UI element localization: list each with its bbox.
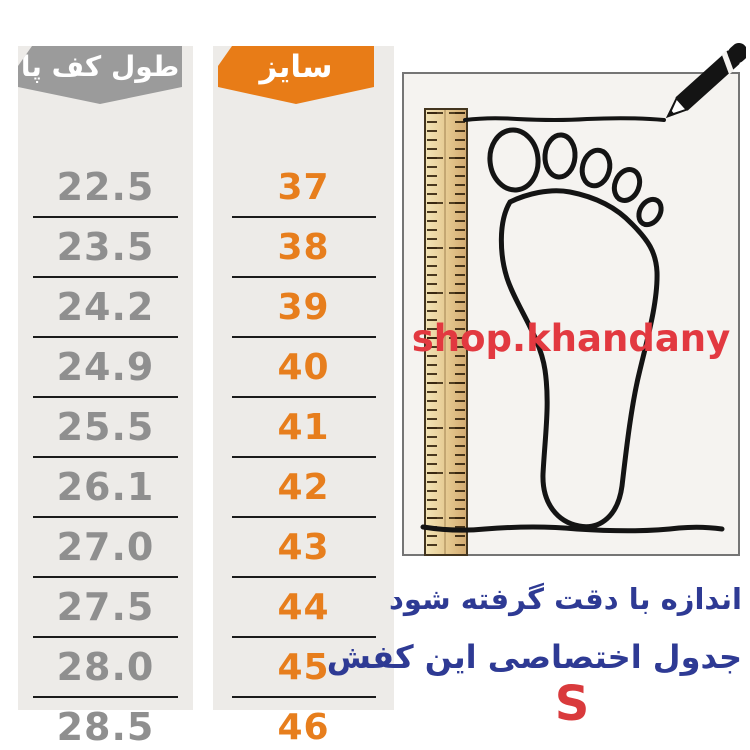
foot-length-value: 27.5 — [56, 585, 155, 629]
measure-line-bottom — [420, 524, 725, 534]
row-divider — [33, 276, 178, 278]
pencil-icon — [666, 43, 746, 118]
size-value: 37 — [277, 166, 330, 208]
row-divider — [33, 336, 178, 338]
foot-length-value: 22.5 — [56, 165, 155, 209]
foot-length-value: 25.5 — [56, 405, 155, 449]
row-divider — [231, 576, 376, 578]
size-value: 42 — [277, 466, 330, 508]
foot-length-value: 27.0 — [56, 525, 155, 569]
foot-length-column: طول کف پا 22.5 23.5 24.2 24.9 25.5 26.1 27.0 27… — [18, 46, 193, 749]
size-value: 40 — [277, 346, 330, 388]
measure-line-top — [463, 116, 666, 122]
size-value: 44 — [277, 586, 330, 628]
row-divider — [33, 576, 178, 578]
row-divider — [231, 636, 376, 638]
foot-length-value: 23.5 — [56, 225, 155, 269]
foot-length-values: 22.5 23.5 24.2 24.9 25.5 26.1 27.0 27.5 28.0 28.5 — [18, 150, 193, 750]
row-divider — [33, 456, 178, 458]
foot-length-header-label: طول کف پا — [20, 50, 180, 83]
row-divider — [231, 216, 376, 218]
size-value: 38 — [277, 226, 330, 268]
foot-length-value: 26.1 — [56, 465, 155, 509]
row-divider — [231, 456, 376, 458]
row-divider — [33, 396, 178, 398]
letter-s-badge: S — [554, 676, 590, 732]
measurement-illustration-panel: shop.khandany — [402, 43, 746, 556]
row-divider — [33, 696, 178, 698]
row-divider — [231, 396, 376, 398]
watermark: shop.khandany — [411, 317, 731, 360]
ruler-icon — [424, 108, 468, 556]
row-divider — [231, 516, 376, 518]
ruler-grain — [444, 110, 447, 554]
size-column: سایز 37 38 39 40 41 42 43 44 45 46 — [213, 46, 394, 748]
row-divider — [231, 336, 376, 338]
size-value: 46 — [277, 706, 330, 748]
size-value: 39 — [277, 286, 330, 328]
row-divider — [231, 696, 376, 698]
foot-length-value: 28.5 — [56, 705, 155, 749]
size-value: 41 — [277, 406, 330, 448]
size-value: 43 — [277, 526, 330, 568]
note-measure-carefully: اندازه با دقت گرفته شود — [389, 582, 742, 616]
ruler-ticks-left-long — [427, 112, 443, 552]
ruler-ticks-right-long — [449, 112, 465, 552]
row-divider — [33, 516, 178, 518]
size-values: 37 38 39 40 41 42 43 44 45 46 — [213, 150, 394, 750]
row-divider — [33, 216, 178, 218]
foot-length-value: 28.0 — [56, 645, 155, 689]
foot-outline-icon — [487, 127, 664, 530]
note-exclusive-table: جدول اختصاصی این کفش — [326, 638, 742, 676]
foot-measure-drawing — [420, 43, 746, 534]
row-divider — [231, 276, 376, 278]
foot-length-value: 24.9 — [56, 345, 155, 389]
size-header-ribbon: سایز — [218, 46, 374, 104]
foot-length-value: 24.2 — [56, 285, 155, 329]
size-header-label: سایز — [259, 49, 333, 85]
size-value: 45 — [277, 646, 330, 688]
row-divider — [33, 636, 178, 638]
foot-length-header-ribbon: طول کف پا — [18, 46, 182, 104]
